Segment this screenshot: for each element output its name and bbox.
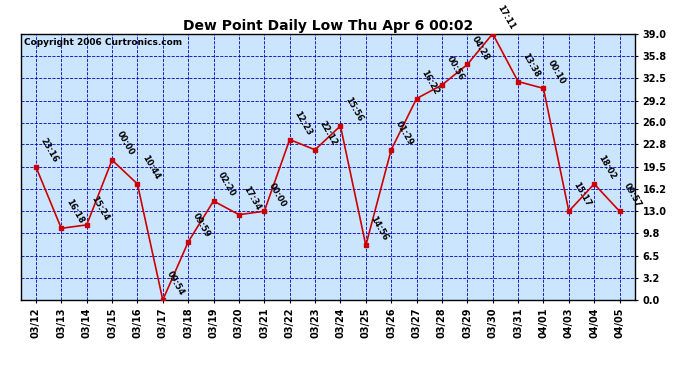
Text: 22:12: 22:12 — [317, 119, 339, 147]
Text: 00:00: 00:00 — [267, 181, 288, 209]
Text: 16:22: 16:22 — [419, 68, 440, 96]
Text: 00:10: 00:10 — [546, 58, 567, 86]
Text: 13:38: 13:38 — [521, 51, 542, 79]
Text: 04:28: 04:28 — [470, 34, 491, 62]
Text: 09:59: 09:59 — [190, 212, 212, 239]
Text: 17:11: 17:11 — [495, 3, 516, 31]
Text: 00:00: 00:00 — [115, 130, 135, 158]
Text: 12:23: 12:23 — [293, 109, 313, 137]
Text: 18:02: 18:02 — [597, 154, 618, 181]
Text: 09:54: 09:54 — [166, 270, 186, 297]
Text: 14:56: 14:56 — [368, 215, 390, 243]
Text: 00:56: 00:56 — [444, 55, 466, 82]
Title: Dew Point Daily Low Thu Apr 6 00:02: Dew Point Daily Low Thu Apr 6 00:02 — [183, 19, 473, 33]
Text: 10:44: 10:44 — [140, 153, 161, 181]
Text: 15:24: 15:24 — [89, 194, 110, 222]
Text: Copyright 2006 Curtronics.com: Copyright 2006 Curtronics.com — [23, 38, 182, 47]
Text: 02:20: 02:20 — [216, 171, 237, 198]
Text: 23:16: 23:16 — [39, 136, 59, 164]
Text: 01:29: 01:29 — [394, 120, 415, 147]
Text: 17:34: 17:34 — [241, 184, 263, 212]
Text: 15:17: 15:17 — [571, 181, 593, 209]
Text: 16:18: 16:18 — [64, 198, 85, 226]
Text: 15:56: 15:56 — [343, 95, 364, 123]
Text: 09:57: 09:57 — [622, 181, 643, 209]
